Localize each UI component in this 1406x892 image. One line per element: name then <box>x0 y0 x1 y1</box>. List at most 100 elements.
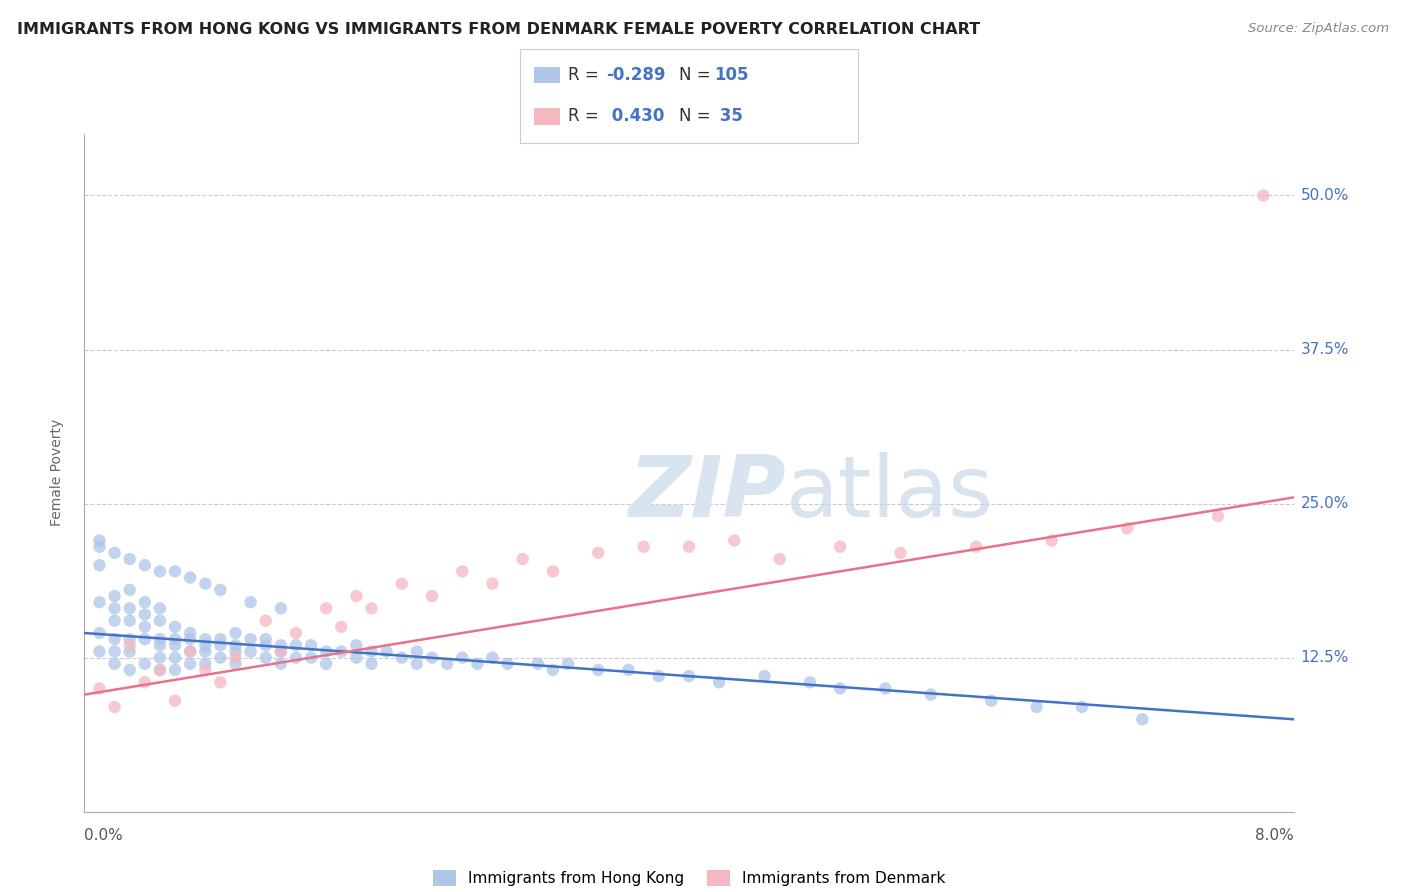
Text: N =: N = <box>679 108 716 126</box>
Point <box>799 675 821 690</box>
Point <box>118 638 141 652</box>
Point <box>179 644 201 658</box>
Point <box>194 638 217 652</box>
Point <box>420 589 443 603</box>
Point <box>165 650 187 665</box>
Text: ZIP: ZIP <box>628 451 786 534</box>
Y-axis label: Female Poverty: Female Poverty <box>49 419 63 526</box>
Point <box>254 650 277 665</box>
Point <box>1071 700 1094 714</box>
Point <box>179 626 201 640</box>
Point <box>104 614 127 628</box>
Point <box>360 601 382 615</box>
Text: atlas: atlas <box>786 451 994 534</box>
Text: Source: ZipAtlas.com: Source: ZipAtlas.com <box>1249 22 1389 36</box>
Point <box>254 638 277 652</box>
Point <box>315 601 337 615</box>
Point <box>118 552 141 566</box>
Point <box>709 675 731 690</box>
Point <box>633 540 655 554</box>
Point <box>149 650 172 665</box>
Point <box>89 558 111 573</box>
Point <box>467 657 489 671</box>
Point <box>104 700 127 714</box>
Point <box>496 657 519 671</box>
Point <box>420 650 443 665</box>
Point <box>830 681 852 696</box>
Point <box>299 650 322 665</box>
Point <box>980 694 1002 708</box>
Point <box>346 650 368 665</box>
Point <box>391 650 413 665</box>
Point <box>194 663 217 677</box>
Point <box>254 614 277 628</box>
Point <box>179 644 201 658</box>
Point <box>239 595 262 609</box>
Point <box>360 657 382 671</box>
Text: R =: R = <box>568 66 605 84</box>
Point <box>165 638 187 652</box>
Point <box>104 601 127 615</box>
Point <box>209 675 232 690</box>
Point <box>406 657 429 671</box>
Text: 8.0%: 8.0% <box>1254 828 1294 843</box>
Point <box>360 644 382 658</box>
Point <box>270 601 292 615</box>
Point <box>209 650 232 665</box>
Point <box>723 533 745 548</box>
Text: 0.430: 0.430 <box>606 108 665 126</box>
Point <box>1040 533 1063 548</box>
Point <box>209 582 232 597</box>
Text: 12.5%: 12.5% <box>1301 650 1348 665</box>
Point <box>541 565 564 579</box>
Point <box>118 663 141 677</box>
Point <box>118 601 141 615</box>
Point <box>527 657 550 671</box>
Point <box>481 576 503 591</box>
Point <box>330 644 353 658</box>
Point <box>920 688 942 702</box>
Point <box>225 626 247 640</box>
Text: 105: 105 <box>714 66 749 84</box>
Point <box>225 650 247 665</box>
Point <box>194 576 217 591</box>
Point <box>179 632 201 647</box>
Point <box>134 620 156 634</box>
Point <box>89 644 111 658</box>
Point <box>165 663 187 677</box>
Point <box>179 657 201 671</box>
Text: -0.289: -0.289 <box>606 66 665 84</box>
Text: R =: R = <box>568 108 605 126</box>
Point <box>512 552 534 566</box>
Point <box>330 620 353 634</box>
Point <box>225 657 247 671</box>
Point <box>149 663 172 677</box>
Point <box>875 681 897 696</box>
Point <box>588 546 610 560</box>
Text: N =: N = <box>679 66 716 84</box>
Point <box>134 657 156 671</box>
Point <box>149 565 172 579</box>
Point <box>149 614 172 628</box>
Point <box>209 638 232 652</box>
Point <box>194 657 217 671</box>
Point <box>284 650 308 665</box>
Point <box>1251 188 1274 202</box>
Point <box>194 644 217 658</box>
Point <box>179 570 201 584</box>
Point <box>451 565 474 579</box>
Point <box>165 565 187 579</box>
Text: 50.0%: 50.0% <box>1301 188 1348 202</box>
Point <box>346 589 368 603</box>
Point <box>118 582 141 597</box>
Point <box>239 632 262 647</box>
Point <box>284 626 308 640</box>
Point <box>89 540 111 554</box>
Text: 35: 35 <box>714 108 744 126</box>
Legend: Immigrants from Hong Kong, Immigrants from Denmark: Immigrants from Hong Kong, Immigrants fr… <box>426 864 952 892</box>
Point <box>270 657 292 671</box>
Point <box>346 638 368 652</box>
Point <box>165 620 187 634</box>
Point <box>436 657 458 671</box>
Point <box>134 607 156 622</box>
